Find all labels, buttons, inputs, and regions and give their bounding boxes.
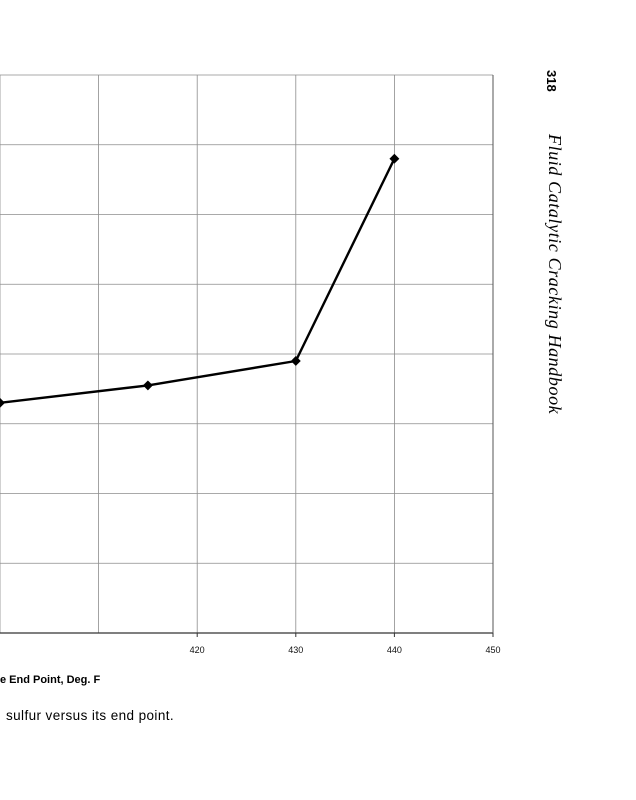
x-tick-label-420: 420 — [190, 645, 205, 655]
x-axis-title: e End Point, Deg. F — [0, 674, 101, 686]
data-point-marker — [0, 397, 5, 408]
data-point-marker — [142, 380, 153, 391]
series-line-0 — [0, 158, 396, 404]
x-tick-labels: 420 430 440 450 — [190, 645, 501, 655]
page-number: 318 — [544, 70, 559, 92]
x-tick-label-430: 430 — [288, 645, 303, 655]
chart-axes — [0, 75, 494, 637]
data-point-marker — [290, 356, 301, 366]
data-point-marker — [389, 153, 400, 164]
chart: 420 430 440 450 — [0, 74, 501, 655]
book-title: Fluid Catalytic Cracking Handbook — [545, 134, 565, 415]
figure-caption: sulfur versus its end point. — [6, 708, 175, 723]
chart-grid — [0, 74, 494, 634]
x-tick-label-450: 450 — [485, 645, 500, 655]
running-head: 318 Fluid Catalytic Cracking Handbook — [535, 70, 575, 490]
series-group — [0, 153, 400, 408]
x-tick-label-440: 440 — [387, 645, 402, 655]
